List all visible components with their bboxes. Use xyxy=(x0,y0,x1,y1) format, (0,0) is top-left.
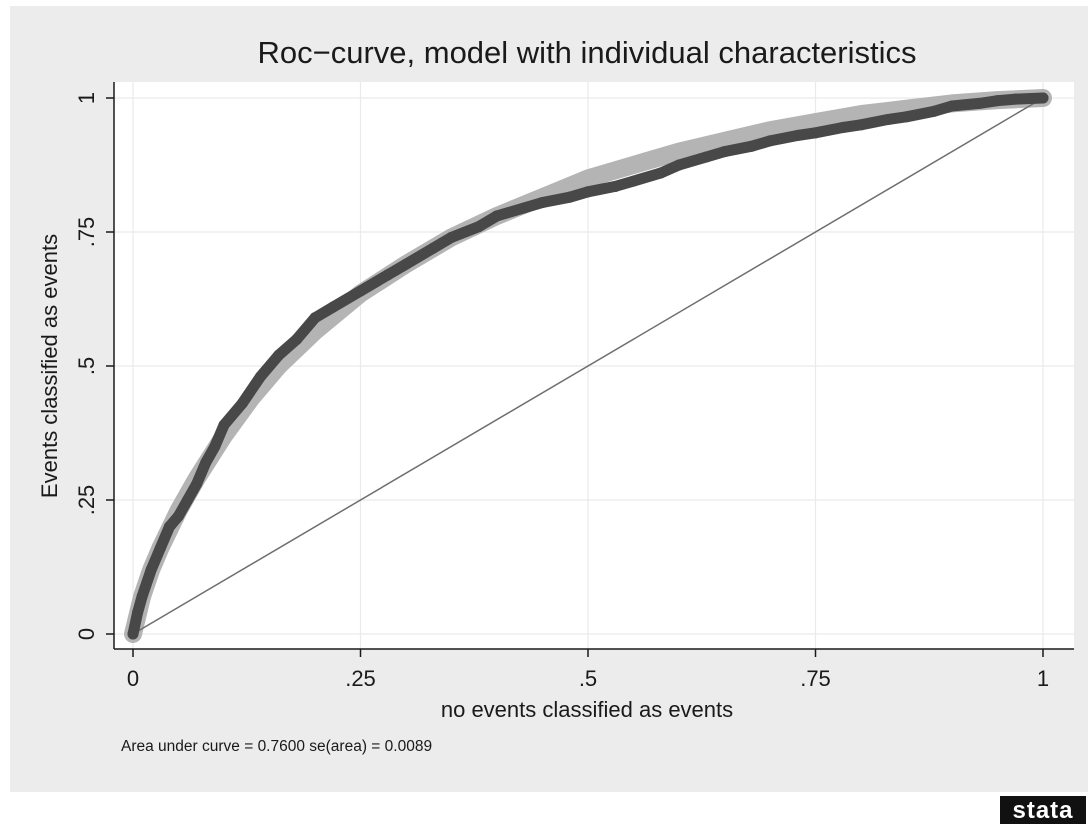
roc-point-22 xyxy=(446,231,457,243)
y-tick-label-4: 1 xyxy=(74,92,99,104)
x-tick-label-4: 1 xyxy=(1037,666,1049,691)
roc-point-23 xyxy=(473,221,485,233)
chart-title: Roc−curve, model with individual charact… xyxy=(257,35,916,70)
roc-point-6 xyxy=(173,510,184,522)
ticks: 0 .25 .5 .75 1 0 .25 .5 .75 1 xyxy=(74,92,1049,691)
roc-point-48 xyxy=(1037,92,1049,104)
roc-point-42 xyxy=(901,111,912,123)
roc-point-46 xyxy=(992,95,1003,107)
roc-point-17 xyxy=(327,301,339,313)
roc-point-45 xyxy=(973,97,985,109)
roc-point-9 xyxy=(200,456,212,468)
x-tick-label-2: .5 xyxy=(579,666,597,691)
roc-point-19 xyxy=(382,269,394,281)
roc-point-30 xyxy=(628,175,639,187)
roc-point-0 xyxy=(127,628,139,640)
roc-point-37 xyxy=(791,130,803,142)
roc-point-14 xyxy=(273,349,285,361)
roc-point-25 xyxy=(518,202,530,214)
y-axis-label: Events classified as events xyxy=(37,234,62,498)
y-tick-label-3: .75 xyxy=(74,217,99,248)
stata-logo: stata xyxy=(1000,796,1086,824)
roc-point-7 xyxy=(182,494,194,506)
roc-point-43 xyxy=(928,105,940,117)
roc-point-47 xyxy=(1010,93,1022,105)
roc-point-29 xyxy=(609,180,621,192)
roc-point-34 xyxy=(719,146,730,158)
roc-point-28 xyxy=(582,186,594,198)
y-tick-label-1: .25 xyxy=(74,485,99,516)
roc-point-13 xyxy=(254,371,266,383)
roc-point-1 xyxy=(132,607,144,619)
roc-point-24 xyxy=(491,210,503,222)
roc-point-41 xyxy=(882,113,894,125)
roc-point-5 xyxy=(163,521,175,533)
x-tick-label-0: 0 xyxy=(127,666,139,691)
x-tick-label-3: .75 xyxy=(800,666,831,691)
roc-point-27 xyxy=(564,191,576,203)
roc-point-8 xyxy=(191,478,203,490)
roc-point-38 xyxy=(810,127,821,139)
roc-point-44 xyxy=(946,100,958,112)
roc-point-15 xyxy=(291,333,303,345)
x-axis-label: no events classified as events xyxy=(441,697,733,722)
svg-text:stata: stata xyxy=(1012,797,1073,824)
x-tick-label-1: .25 xyxy=(345,666,376,691)
roc-point-32 xyxy=(673,159,685,171)
roc-point-12 xyxy=(236,398,248,410)
roc-point-3 xyxy=(145,564,157,576)
y-tick-label-0: 0 xyxy=(74,628,99,640)
roc-point-40 xyxy=(855,119,867,131)
roc-point-31 xyxy=(655,167,667,179)
roc-point-4 xyxy=(154,542,166,554)
roc-point-16 xyxy=(309,312,321,324)
y-tick-label-2: .5 xyxy=(74,357,99,375)
roc-point-35 xyxy=(746,140,758,152)
series-layer xyxy=(124,89,1052,643)
roc-point-21 xyxy=(427,242,439,254)
roc-point-18 xyxy=(355,285,366,297)
roc-point-10 xyxy=(209,440,221,452)
reference-diagonal-line xyxy=(132,97,1044,635)
roc-point-36 xyxy=(764,135,776,147)
roc-point-2 xyxy=(136,590,148,602)
roc-point-33 xyxy=(700,151,712,163)
roc-point-11 xyxy=(218,419,230,431)
roc-point-39 xyxy=(837,121,849,133)
roc-point-20 xyxy=(400,258,412,270)
area-under-curve-note: Area under curve = 0.7600 se(area) = 0.0… xyxy=(121,738,432,755)
roc-point-26 xyxy=(537,197,548,209)
